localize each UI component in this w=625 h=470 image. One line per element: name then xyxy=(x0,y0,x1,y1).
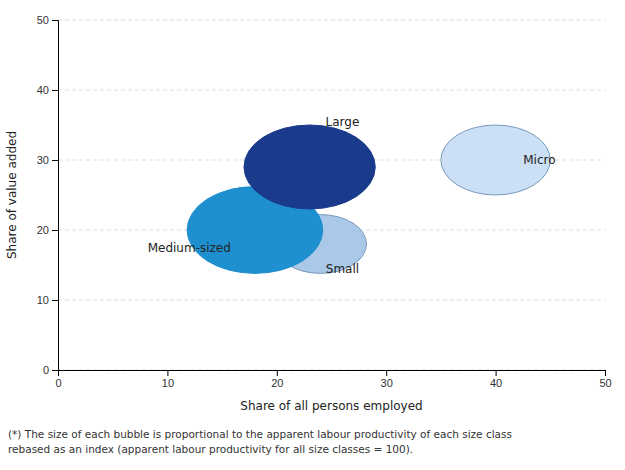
tick-mark xyxy=(605,370,606,376)
tick: 20 xyxy=(271,370,283,389)
plot-area: 0 10 20 30 40 50 0 10 20 30 40 50 Large Medium-sized S… xyxy=(37,14,612,389)
tick-mark xyxy=(52,370,58,371)
tick-label: 20 xyxy=(271,377,283,389)
tick-label: 50 xyxy=(37,14,49,26)
tick-label: 0 xyxy=(43,364,49,376)
tick-label: 40 xyxy=(37,84,49,96)
tick-mark xyxy=(496,370,497,376)
tick-mark xyxy=(52,160,58,161)
tick-label: 20 xyxy=(37,224,49,236)
y-axis: 0 10 20 30 40 50 xyxy=(37,14,59,376)
y-axis-title: Share of value added xyxy=(5,131,19,259)
tick: 50 xyxy=(37,14,58,26)
tick: 40 xyxy=(37,84,58,96)
footnote-line: (*) The size of each bubble is proportio… xyxy=(8,428,512,440)
tick-mark xyxy=(52,90,58,91)
grid xyxy=(58,20,605,370)
axis-line xyxy=(59,371,606,377)
chart: 0 10 20 30 40 50 0 10 20 30 40 50 Large Medium-sized S… xyxy=(0,0,625,470)
grid-line xyxy=(58,300,605,301)
annotation: Medium-sized xyxy=(148,241,231,255)
grid-line xyxy=(58,20,605,21)
tick-label: 10 xyxy=(37,294,49,306)
grid-line xyxy=(58,90,605,91)
tick-mark xyxy=(52,300,58,301)
tick: 0 xyxy=(43,364,58,376)
tick: 0 xyxy=(55,370,61,389)
tick-mark xyxy=(277,370,278,376)
annotation: Large xyxy=(326,115,360,129)
tick: 40 xyxy=(490,370,502,389)
tick-mark xyxy=(386,370,387,376)
tick-label: 30 xyxy=(37,154,49,166)
axis-line xyxy=(52,21,59,371)
tick-label: 50 xyxy=(599,377,611,389)
tick: 30 xyxy=(381,370,393,389)
x-axis-title: Share of all persons employed xyxy=(240,399,422,413)
tick-mark xyxy=(52,20,58,21)
annotations: Large Medium-sized Small Micro xyxy=(148,115,556,276)
x-axis: 0 10 20 30 40 50 xyxy=(55,370,611,389)
tick-label: 0 xyxy=(55,377,61,389)
tick: 10 xyxy=(37,294,58,306)
tick: 30 xyxy=(37,154,58,166)
tick-mark xyxy=(52,230,58,231)
bubble xyxy=(244,125,375,209)
tick: 20 xyxy=(37,224,58,236)
tick: 10 xyxy=(162,370,174,389)
footnote: (*) The size of each bubble is proportio… xyxy=(8,428,512,455)
tick-mark xyxy=(167,370,168,376)
tick-label: 40 xyxy=(490,377,502,389)
tick-label: 30 xyxy=(381,377,393,389)
annotation: Small xyxy=(326,262,359,276)
tick: 50 xyxy=(599,370,611,389)
tick-label: 10 xyxy=(162,377,174,389)
annotation: Micro xyxy=(523,153,555,167)
footnote-line: rebased as an index (apparent labour pro… xyxy=(8,443,413,455)
bubbles xyxy=(187,125,550,273)
